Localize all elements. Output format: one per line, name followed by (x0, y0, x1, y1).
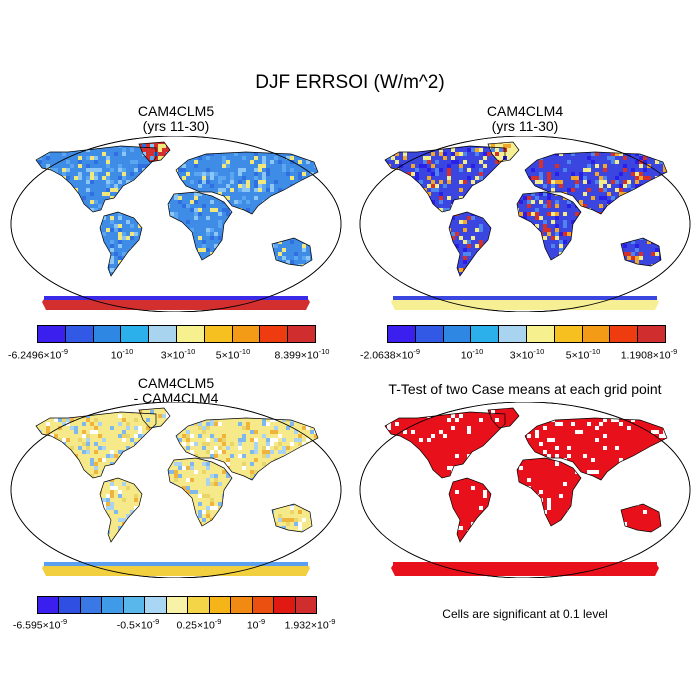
panel-2-title-line2: (yrs 11-30) (491, 118, 559, 134)
colorbar-swatch (121, 326, 150, 342)
panel-4-title: T-Test of two Case means at each grid po… (350, 382, 700, 397)
colorbar-1-tick-label: -6.2496×10-9 (7, 347, 69, 362)
significance-note: Cells are significant at 0.1 level (442, 607, 608, 621)
colorbar-1 (37, 325, 316, 343)
colorbar-3-tick-label: -6.595×10-9 (12, 617, 68, 632)
colorbar-2-tick-label: 5×10-10 (565, 347, 601, 362)
colorbar-2-tick-label: 1.1908×10-9 (620, 347, 678, 362)
colorbar-swatch (80, 597, 103, 613)
colorbar-swatch (260, 326, 289, 342)
panel-2-title-line1: CAM4CLM4 (486, 103, 564, 119)
coastlines (35, 407, 319, 543)
colorbar-1-tick-label: 10-10 (110, 347, 134, 362)
colorbar-swatch (638, 326, 665, 342)
colorbar-3-tick-label: -0.5×10-9 (116, 617, 160, 632)
colorbar-swatch (176, 326, 205, 342)
map-panel-2 (359, 136, 691, 312)
colorbar-swatch (554, 326, 583, 342)
colorbar-swatch (65, 326, 94, 342)
colorbar-3-tick-label: 1.932×10-9 (284, 617, 336, 632)
colorbar-swatch (188, 597, 210, 613)
panel-2-title: CAM4CLM4 (yrs 11-30) (425, 104, 625, 134)
coastlines (384, 407, 668, 543)
panel-3-title-line1: CAM4CLM5 (137, 375, 215, 391)
coastlines (35, 141, 319, 277)
map-panel-4 (359, 402, 691, 578)
map-panel-1 (10, 136, 342, 312)
colorbar-swatch (252, 597, 275, 613)
colorbar-2-tick-label: 10-10 (460, 347, 484, 362)
colorbar-2-tick-label: -2.0638×10-9 (359, 347, 421, 362)
colorbar-swatch (388, 326, 416, 342)
colorbar-swatch (38, 597, 60, 613)
colorbar-swatch (93, 326, 122, 342)
colorbar-3-tick-label: 0.25×10-9 (176, 617, 222, 632)
colorbar-1-tick-label: 3×10-10 (160, 347, 196, 362)
colorbar-swatch (471, 326, 500, 342)
colorbar-swatch (231, 597, 253, 613)
map-panel-3 (10, 402, 342, 578)
panel-4-title-line1: T-Test of two Case means at each grid po… (388, 381, 662, 397)
colorbar-1-tick-label: 5×10-10 (215, 347, 251, 362)
main-title: DJF ERRSOI (W/m^2) (255, 72, 445, 93)
land-fill (385, 408, 667, 576)
panel-1-title-line2: (yrs 11-30) (142, 118, 210, 134)
colorbar-swatch (499, 326, 527, 342)
colorbar-swatch (582, 326, 611, 342)
colorbar-swatch (209, 597, 232, 613)
colorbar-swatch (149, 326, 177, 342)
colorbar-2 (387, 325, 666, 343)
colorbar-swatch (145, 597, 167, 613)
colorbar-swatch (274, 597, 296, 613)
colorbar-swatch (526, 326, 555, 342)
colorbar-swatch (38, 326, 66, 342)
colorbar-swatch (166, 597, 189, 613)
panel-3-title: CAM4CLM5 - CAM4CLM4 (76, 376, 276, 406)
colorbar-2-tick-label: 3×10-10 (509, 347, 545, 362)
colorbar-swatch (295, 597, 317, 613)
colorbar-3-tick-label: 10-9 (246, 617, 266, 632)
colorbar-1-tick-label: 8.399×10-10 (274, 347, 330, 362)
colorbar-swatch (443, 326, 472, 342)
panel-3-title-line2: - CAM4CLM4 (133, 390, 219, 406)
colorbar-swatch (415, 326, 444, 342)
colorbar-swatch (102, 597, 124, 613)
colorbar-swatch (610, 326, 639, 342)
panel-1-title: CAM4CLM5 (yrs 11-30) (76, 104, 276, 134)
colorbar-swatch (232, 326, 261, 342)
colorbar-3 (37, 596, 317, 614)
colorbar-swatch (288, 326, 315, 342)
colorbar-swatch (204, 326, 233, 342)
colorbar-swatch (59, 597, 81, 613)
colorbar-swatch (123, 597, 146, 613)
coastlines (384, 141, 668, 277)
panel-1-title-line1: CAM4CLM5 (137, 103, 215, 119)
